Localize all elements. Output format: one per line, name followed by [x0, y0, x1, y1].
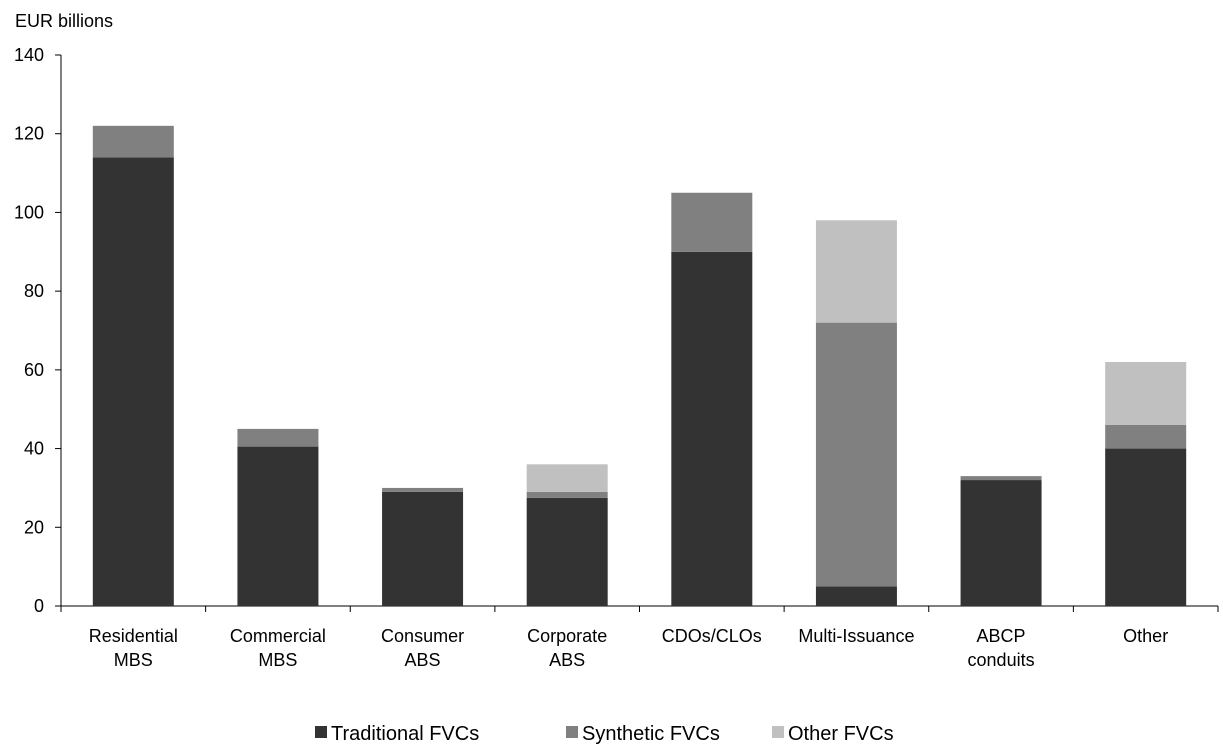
- x-tick-label-line: conduits: [968, 650, 1035, 670]
- bar-segment: [1105, 361, 1187, 425]
- x-tick-label: Other: [1123, 626, 1168, 646]
- legend-label: Traditional FVCs: [331, 723, 479, 745]
- bar-segment: [1105, 424, 1187, 449]
- y-tick-label: 60: [24, 360, 44, 380]
- legend: Traditional FVCs Synthetic FVCs Other FVCs: [315, 723, 894, 745]
- bar-segment: [237, 428, 319, 447]
- legend-label: Synthetic FVCs: [582, 723, 720, 745]
- y-tick-label: 40: [24, 439, 44, 459]
- legend-swatch: [315, 726, 327, 738]
- bar-segment: [382, 487, 464, 492]
- x-tick-label-line: MBS: [258, 650, 297, 670]
- bar-segment: [92, 125, 174, 158]
- x-tick-label: Consumer ABS: [381, 626, 464, 670]
- bar-segment: [815, 322, 897, 587]
- bar-segment: [237, 446, 319, 606]
- bar-segment: [815, 220, 897, 323]
- x-tick-label-line: ABS: [405, 650, 441, 670]
- x-tick-label-line: Multi-Issuance: [798, 626, 914, 646]
- legend-swatch: [566, 726, 578, 738]
- bar-segment: [960, 480, 1042, 606]
- bar-segment: [382, 491, 464, 606]
- x-tick-label-line: MBS: [114, 650, 153, 670]
- y-tick-label: 80: [24, 281, 44, 301]
- legend-swatch: [772, 726, 784, 738]
- x-tick-label: Multi-Issuance: [798, 626, 914, 646]
- legend-label: Other FVCs: [788, 723, 894, 745]
- x-tick-label-line: CDOs/CLOs: [662, 626, 762, 646]
- bar-segment: [671, 192, 753, 252]
- y-tick-label: 20: [24, 517, 44, 537]
- x-tick-label-line: Other: [1123, 626, 1168, 646]
- x-tick-label-line: Consumer: [381, 626, 464, 646]
- y-tick-label: 100: [14, 202, 44, 222]
- x-tick-label-line: Residential: [89, 626, 178, 646]
- y-tick-label: 140: [14, 45, 44, 65]
- bar-segment: [526, 464, 608, 492]
- y-axis: 0 20 40 60 80 100 120 140: [14, 45, 62, 616]
- x-tick-label: Commercial MBS: [230, 626, 326, 670]
- bar-segment: [526, 491, 608, 498]
- bar-segment: [960, 476, 1042, 481]
- x-tick-label-line: Commercial: [230, 626, 326, 646]
- bar-segment: [671, 251, 753, 607]
- x-tick-label: CDOs/CLOs: [662, 626, 762, 646]
- bar-segment: [526, 497, 608, 606]
- bars: [92, 125, 1187, 607]
- y-axis-label: EUR billions: [15, 11, 113, 31]
- x-tick-label: Corporate ABS: [527, 626, 607, 670]
- bar-segment: [1105, 448, 1187, 606]
- bar-segment: [92, 157, 174, 607]
- y-tick-label: 0: [34, 596, 44, 616]
- bar-segment: [815, 586, 897, 606]
- x-tick-label-line: ABS: [549, 650, 585, 670]
- x-tick-label-line: ABCP: [977, 626, 1026, 646]
- x-tick-label-line: Corporate: [527, 626, 607, 646]
- y-tick-label: 120: [14, 124, 44, 144]
- x-tick-label: ABCP conduits: [968, 626, 1035, 670]
- x-tick-label: Residential MBS: [89, 626, 178, 670]
